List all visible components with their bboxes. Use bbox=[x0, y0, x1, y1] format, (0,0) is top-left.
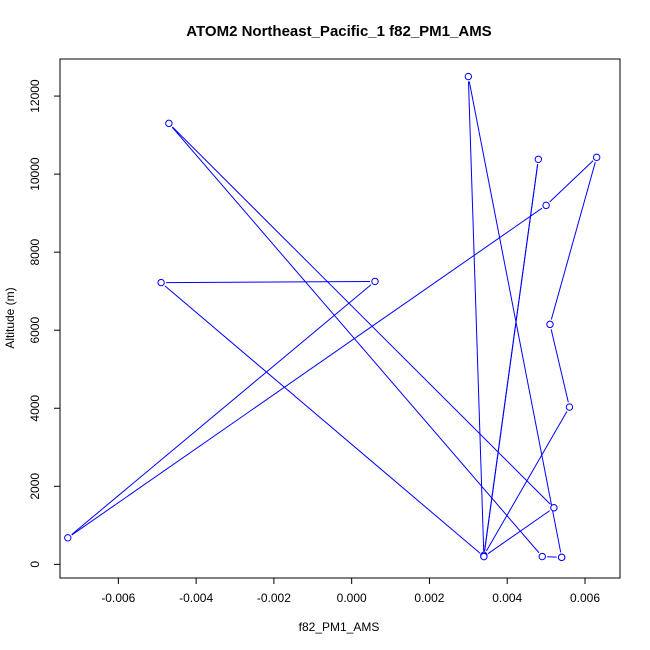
series-segment bbox=[172, 126, 551, 505]
data-point bbox=[157, 278, 165, 287]
data-point bbox=[557, 553, 566, 562]
data-point bbox=[550, 504, 558, 512]
series-segment bbox=[171, 126, 540, 554]
data-point bbox=[464, 72, 473, 81]
x-tick-label: -0.006 bbox=[101, 591, 135, 605]
series-segment bbox=[71, 284, 372, 535]
y-tick-label: 6000 bbox=[28, 317, 42, 344]
data-point bbox=[546, 320, 554, 329]
series-segment bbox=[487, 510, 551, 555]
data-point bbox=[165, 119, 173, 128]
data-point bbox=[534, 155, 543, 163]
x-tick-label: 0.000 bbox=[337, 591, 367, 605]
chart-title: ATOM2 Northeast_Pacific_1 f82_PM1_AMS bbox=[186, 23, 491, 40]
plot-frame bbox=[59, 58, 621, 579]
series-segment bbox=[484, 164, 539, 551]
series-segment bbox=[467, 81, 485, 552]
series-segment bbox=[468, 81, 562, 553]
y-tick-label: 10000 bbox=[28, 157, 42, 191]
x-tick-label: -0.002 bbox=[257, 591, 291, 605]
x-tick-label: 0.004 bbox=[492, 591, 522, 605]
y-tick-label: 0 bbox=[28, 561, 42, 568]
series-segment bbox=[550, 162, 596, 320]
series-segment bbox=[71, 207, 543, 536]
data-point bbox=[565, 403, 574, 411]
y-axis: 0 2000 4000 6000 8000 10000 12000 bbox=[28, 79, 60, 568]
data-point bbox=[538, 552, 546, 561]
y-tick-label: 2000 bbox=[28, 473, 42, 500]
series-group bbox=[64, 72, 601, 562]
y-tick-label: 12000 bbox=[28, 79, 42, 113]
x-tick-label: 0.006 bbox=[570, 591, 600, 605]
x-axis-title: f82_PM1_AMS bbox=[299, 620, 380, 634]
y-tick-label: 8000 bbox=[28, 238, 42, 265]
data-point bbox=[371, 277, 379, 286]
x-tick-label: 0.002 bbox=[414, 591, 444, 605]
series-segment bbox=[166, 280, 371, 284]
y-tick-label: 4000 bbox=[28, 395, 42, 422]
data-point bbox=[542, 201, 550, 210]
x-tick-label: -0.004 bbox=[179, 591, 213, 605]
data-point bbox=[480, 552, 488, 561]
series-segment bbox=[164, 285, 481, 554]
data-point bbox=[592, 153, 601, 162]
y-axis-title: Altitude (m) bbox=[3, 287, 17, 348]
series-segment bbox=[485, 411, 568, 552]
x-axis: -0.006 -0.004 -0.002 0.000 0.002 0.004 0.006 bbox=[101, 578, 600, 605]
data-point bbox=[64, 534, 72, 542]
series-segment bbox=[550, 329, 569, 403]
series-segment bbox=[549, 160, 594, 203]
